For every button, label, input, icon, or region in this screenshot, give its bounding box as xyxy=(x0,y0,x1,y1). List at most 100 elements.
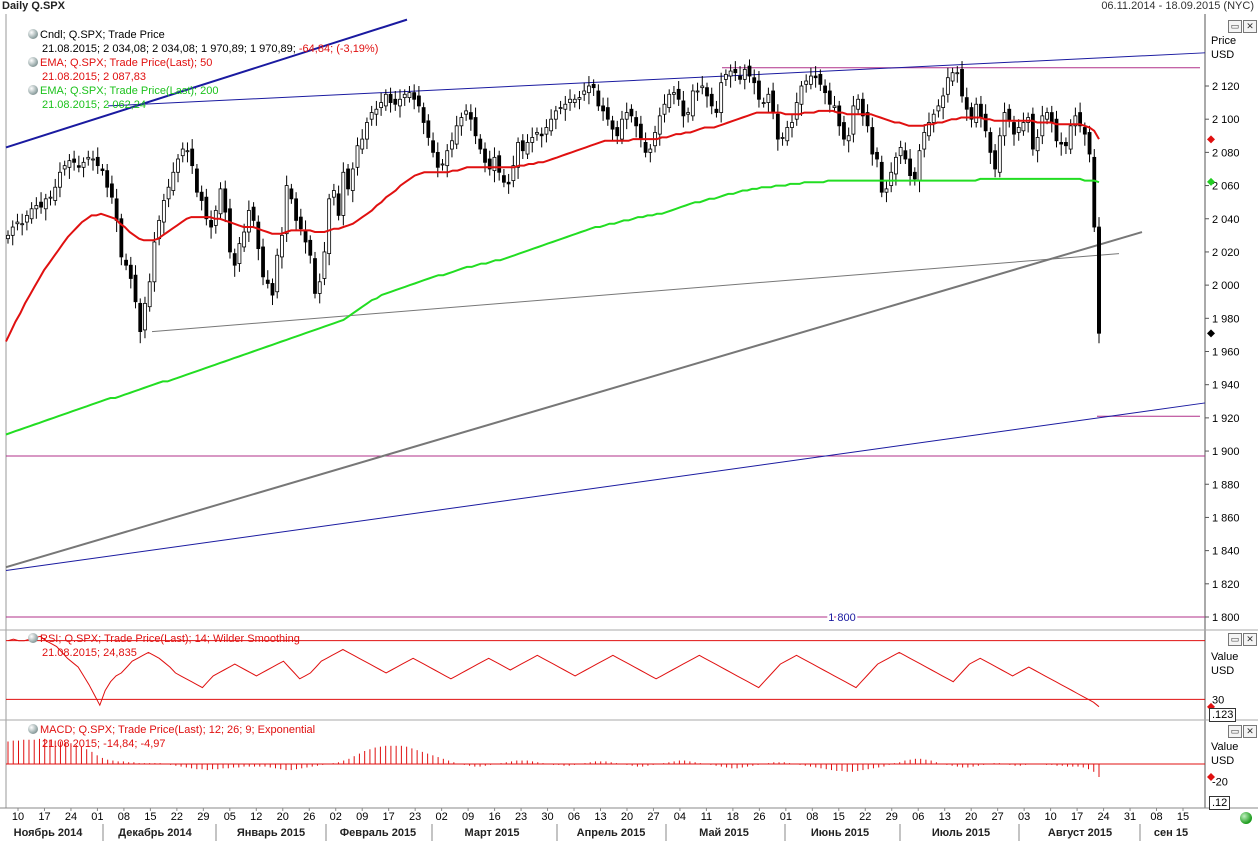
candle-body xyxy=(383,93,388,107)
candle-body xyxy=(634,117,639,127)
x-tick-label: 17 xyxy=(1071,811,1083,823)
candle-body xyxy=(20,223,25,226)
close-pane-icon[interactable]: ✕ xyxy=(1243,20,1257,33)
candle-body xyxy=(530,137,535,143)
y-tick-label: 2 040 xyxy=(1212,214,1240,226)
legend-ema50[interactable]: EMA; Q.SPX; Trade Price(Last); 50 21.08.… xyxy=(28,56,212,84)
candle-body xyxy=(983,113,988,132)
chart-title: Daily Q.SPX xyxy=(2,0,65,12)
candle-body xyxy=(884,188,889,193)
candle-body xyxy=(1007,108,1012,122)
candle-body xyxy=(450,140,454,150)
restore-pane-icon[interactable]: ▭ xyxy=(1228,20,1242,33)
y-tick-label: 2 020 xyxy=(1212,247,1240,259)
candle-body xyxy=(1035,137,1040,152)
legend-rsi[interactable]: RSI; Q.SPX; Trade Price(Last); 14; Wilde… xyxy=(28,632,300,660)
candle-body xyxy=(237,243,242,264)
legend-ema50-title: EMA; Q.SPX; Trade Price(Last); 50 xyxy=(40,57,213,69)
close-pane-icon[interactable]: ✕ xyxy=(1243,725,1257,738)
candle-body xyxy=(421,107,426,123)
x-tick-label: 06 xyxy=(568,811,580,823)
x-tick-label: 10 xyxy=(12,811,24,823)
restore-pane-icon[interactable]: ▭ xyxy=(1228,725,1242,738)
legend-ema200-values: 21.08.2015; 2 062,24 xyxy=(42,99,146,111)
navigation-dot-icon[interactable] xyxy=(1240,812,1252,824)
rsi-value-box: .123 xyxy=(1209,708,1237,722)
candle-body xyxy=(799,85,804,105)
x-tick-label: 23 xyxy=(409,811,421,823)
legend-ema200[interactable]: EMA; Q.SPX; Trade Price(Last); 200 21.08… xyxy=(28,84,219,112)
legend-candles-values: 21.08.2015; 2 034,08; 2 034,08; 1 970,89… xyxy=(42,43,299,55)
candle-body xyxy=(110,183,114,198)
close-pane-icon[interactable]: ✕ xyxy=(1243,633,1257,646)
month-label: Январь 2015 xyxy=(237,827,305,839)
candle-body xyxy=(719,82,724,113)
candle-body xyxy=(813,75,818,79)
restore-pane-icon[interactable]: ▭ xyxy=(1228,633,1242,646)
indicator-settings-icon[interactable] xyxy=(28,633,38,643)
candle-body xyxy=(889,171,894,186)
candle-body xyxy=(124,259,128,266)
y-tick-label: 1 820 xyxy=(1212,579,1240,591)
candle-body xyxy=(506,181,511,185)
candle-body xyxy=(195,168,199,193)
y-tick-label: 1 960 xyxy=(1212,347,1240,359)
x-tick-label: 27 xyxy=(647,811,659,823)
indicator-settings-icon[interactable] xyxy=(28,85,38,95)
candle-body xyxy=(15,221,20,225)
y-tick-label: 1 840 xyxy=(1212,546,1240,558)
x-tick-label: 05 xyxy=(224,811,236,823)
indicator-settings-icon[interactable] xyxy=(28,57,38,67)
y-tick-label: 1 920 xyxy=(1212,413,1240,425)
legend-candles[interactable]: Cndl; Q.SPX; Trade Price 21.08.2015; 2 0… xyxy=(28,28,378,56)
indicator-settings-icon[interactable] xyxy=(28,29,38,39)
candle-body xyxy=(761,102,766,104)
candle-body xyxy=(1082,127,1087,135)
candle-body xyxy=(100,168,105,172)
candle-body xyxy=(624,112,629,120)
candle-body xyxy=(912,171,917,180)
month-label: Июль 2015 xyxy=(932,827,990,839)
candle-body xyxy=(76,165,81,168)
candle-body xyxy=(837,105,842,127)
candle-body xyxy=(780,137,785,139)
legend-macd[interactable]: MACD; Q.SPX; Trade Price(Last); 12; 26; … xyxy=(28,723,315,751)
x-tick-label: 09 xyxy=(462,811,474,823)
month-label: Июнь 2015 xyxy=(811,827,869,839)
trend-line xyxy=(5,18,408,149)
candle-body xyxy=(742,69,747,80)
candle-body xyxy=(539,133,544,137)
candle-body xyxy=(459,117,464,127)
candle-body xyxy=(620,118,624,140)
candle-body xyxy=(1002,112,1007,137)
candle-body xyxy=(62,165,67,170)
x-tick-label: 13 xyxy=(594,811,606,823)
candle-body xyxy=(374,108,379,115)
candle-body xyxy=(487,158,492,170)
candle-body xyxy=(402,93,407,99)
x-tick-label: 02 xyxy=(330,811,342,823)
candle-body xyxy=(138,302,143,332)
candle-body xyxy=(535,132,539,135)
candle-body xyxy=(303,229,308,243)
candle-body xyxy=(265,279,270,284)
candle-body xyxy=(988,132,993,153)
candle-body xyxy=(898,146,903,157)
candle-body xyxy=(440,163,445,166)
legend-candles-title: Cndl; Q.SPX; Trade Price xyxy=(40,29,165,41)
candle-body xyxy=(714,108,719,113)
x-tick-label: 22 xyxy=(171,811,183,823)
candle-body xyxy=(24,215,29,223)
x-tick-label: 17 xyxy=(383,811,395,823)
candle-body xyxy=(785,127,790,142)
candle-body xyxy=(298,216,303,230)
candle-body xyxy=(823,85,827,94)
candle-body xyxy=(709,93,714,107)
candle-body xyxy=(516,142,520,168)
candle-body xyxy=(431,140,435,153)
x-tick-label: 22 xyxy=(859,811,871,823)
candle-body xyxy=(180,148,185,157)
indicator-settings-icon[interactable] xyxy=(28,724,38,734)
ema200-line xyxy=(5,177,1100,436)
candle-body xyxy=(936,105,941,112)
